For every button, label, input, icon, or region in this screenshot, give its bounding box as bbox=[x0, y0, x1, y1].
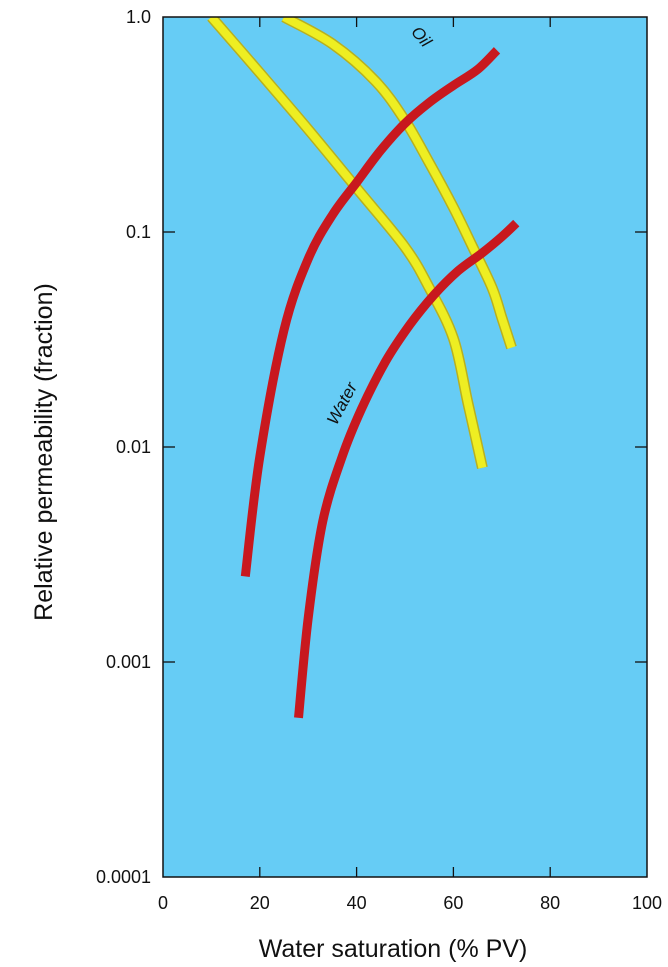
plot-frame bbox=[162, 16, 648, 878]
curve-water-yellow bbox=[208, 17, 487, 469]
y-tick-label: 0.1 bbox=[126, 222, 151, 242]
x-axis-title: Water saturation (% PV) bbox=[259, 935, 528, 963]
y-tick-label: 0.001 bbox=[106, 652, 151, 672]
x-tick-label: 40 bbox=[347, 893, 367, 913]
x-tick-label: 0 bbox=[158, 893, 168, 913]
x-tick-label: 80 bbox=[540, 893, 560, 913]
x-tick-label: 60 bbox=[443, 893, 463, 913]
plot-area bbox=[163, 17, 647, 877]
curve-layer bbox=[207, 17, 520, 719]
tick-layer bbox=[163, 17, 647, 877]
y-axis-title: Relative permeability (fraction) bbox=[30, 283, 58, 621]
x-tick-label: 20 bbox=[250, 893, 270, 913]
y-tick-label: 0.0001 bbox=[96, 867, 151, 887]
x-tick-label: 100 bbox=[632, 893, 662, 913]
curve-oil-yellow bbox=[282, 17, 516, 349]
y-tick-label: 1.0 bbox=[126, 7, 151, 27]
curve-water bbox=[294, 219, 520, 719]
curve-oil bbox=[240, 47, 501, 577]
label-layer: 0 20 40 60 80 100 1.0 0.1 0.01 0.001 0.0001 Water s… bbox=[30, 7, 662, 963]
y-tick-label: 0.01 bbox=[116, 437, 151, 457]
